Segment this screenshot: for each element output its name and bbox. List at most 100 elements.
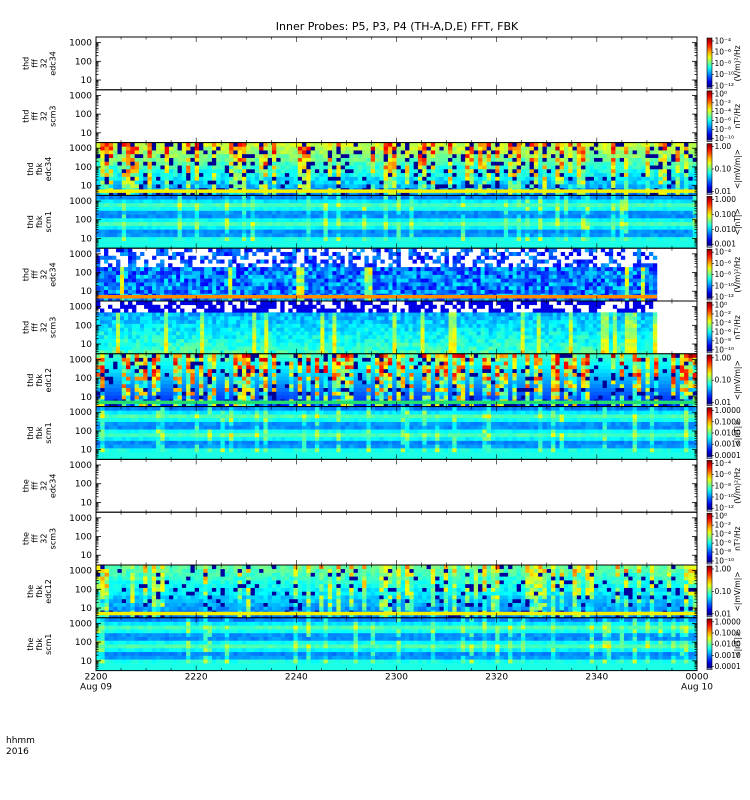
y-tick-label: 1000	[69, 514, 92, 524]
colorbar-tick-label: 10⁻¹²	[715, 81, 735, 90]
time-axis-label-year: 2016	[6, 747, 29, 757]
panel-label: the	[26, 585, 35, 598]
panel-label: the	[22, 532, 31, 545]
colorbar	[706, 90, 713, 142]
colorbar-tick-label: 1.00	[715, 565, 732, 574]
panel-label: 32	[40, 322, 49, 332]
time-tick-label: 2300	[385, 673, 408, 683]
panel-label: 32	[40, 481, 49, 491]
panel-label: 32	[40, 534, 49, 544]
colorbar	[706, 301, 713, 354]
colorbar-unit-label: (V/m)²/Hz	[733, 468, 742, 504]
colorbar	[706, 407, 713, 459]
colorbar-tick-label: 10⁻¹⁰	[715, 557, 735, 566]
y-tick-label: 10	[81, 498, 93, 508]
y-tick-label: 100	[75, 427, 92, 437]
colorbar-tick-label: 10⁻⁸	[715, 481, 732, 490]
colorbar-unit-label: <|mV/m|>	[733, 149, 742, 189]
colorbar-unit-label: nT²/Hz	[733, 526, 742, 551]
y-tick-label: 1000	[69, 144, 92, 154]
y-tick-label: 10	[81, 446, 93, 456]
colorbar-tick-label: 10⁻⁴	[715, 318, 732, 327]
y-tick-label: 100	[75, 57, 92, 67]
panel-label: edc12	[44, 368, 53, 393]
y-tick-label: 1000	[69, 461, 92, 471]
panel-label: thd	[26, 374, 35, 387]
colorbar-tick-label: 10⁻⁶	[715, 327, 732, 336]
colorbar-tick-label: 10⁻⁸	[715, 336, 732, 345]
colorbar-tick-label: 0.0010	[715, 440, 741, 449]
panel-frame	[95, 458, 698, 513]
y-tick-label: 100	[75, 480, 92, 490]
colorbar	[706, 565, 713, 618]
colorbar	[706, 354, 713, 406]
time-tick-label: 2320	[485, 673, 508, 683]
y-tick-label: 1000	[69, 303, 92, 313]
panel-the-fbk-scm1: 1000 100 10 the fbk scm1 1.0000 0.1000 0.0100 0.0…	[26, 617, 742, 672]
colorbar-tick-label: 10⁰	[715, 89, 728, 98]
y-tick-label: 100	[75, 163, 92, 173]
colorbar-tick-label: 1.0000	[715, 617, 741, 626]
panel-label: edc34	[49, 51, 58, 76]
panel-label: fff	[31, 270, 40, 279]
colorbar	[706, 37, 713, 90]
panel-label: thd	[22, 321, 31, 334]
colorbar-tick-label: 1.000	[715, 195, 737, 204]
panel-label: fff	[31, 59, 40, 68]
panel-thd-fff-32-edc34: 1000 100 10 thd fff 32 edc34 10⁻⁴ 10⁻⁶ 10⁻⁸ 10⁻¹⁰ 1…	[22, 36, 742, 90]
y-tick-label: 100	[75, 638, 92, 648]
y-tick-label: 10	[81, 551, 93, 561]
colorbar-unit-label: <|nT|>	[733, 420, 742, 447]
colorbar-tick-label: 10⁻¹²	[715, 293, 735, 302]
time-tick-label: 2200	[85, 673, 108, 683]
colorbar-tick-label: 10⁻⁸	[715, 270, 732, 279]
colorbar-tick-label: 10⁻⁴	[715, 37, 732, 46]
panel-label: thd	[22, 268, 31, 281]
y-tick-label: 1000	[69, 408, 92, 418]
y-tick-label: 1000	[69, 619, 92, 629]
y-tick-label: 100	[75, 533, 92, 543]
panel-label: thd	[22, 57, 31, 70]
panel-the-fff-32-edc34: 1000 100 10 the fff 32 edc34 10⁻⁴ 10⁻⁶ 10⁻⁸ 10⁻¹⁰ 1…	[22, 458, 742, 513]
colorbar-tick-label: 10⁻⁶	[715, 470, 732, 479]
colorbar-tick-label: 10⁻⁸	[715, 548, 732, 557]
panel-label: fbk	[35, 638, 44, 651]
y-tick-label: 10	[81, 657, 93, 667]
colorbar-tick-label: 10⁻⁶	[715, 48, 732, 57]
panel-thd-fbk-edc12: 1000 100 10 thd fbk edc12 1.00 0.10 0.01<|mV/m|>	[26, 353, 742, 407]
colorbar-unit-label: <|mV/m|>	[733, 360, 742, 400]
colorbar-tick-label: 1.00	[715, 142, 732, 151]
panel-the-fbk-edc12: 1000 100 10 the fbk edc12 1.00 0.10 0.01<|mV/m|>	[26, 564, 742, 619]
panel-thd-fbk-scm1-b: 1000 100 10 thd fbk scm1 1.0000 0.1000 0.0100 0.0…	[26, 406, 742, 460]
colorbar-unit-label: nT²/Hz	[733, 104, 742, 129]
y-tick-label: 10	[81, 76, 93, 86]
colorbar	[706, 618, 713, 670]
y-tick-label: 100	[75, 585, 92, 595]
colorbar-tick-label: 1.00	[715, 353, 732, 362]
colorbar-tick-label: 0.1000	[715, 629, 741, 638]
colorbar-tick-label: 10⁻⁴	[715, 530, 732, 539]
panel-label: thd	[26, 426, 35, 439]
colorbar-tick-label: 0.100	[715, 210, 737, 219]
colorbar-tick-label: 0.001	[715, 240, 737, 249]
time-tick-label: 2340	[585, 673, 608, 683]
y-tick-label: 100	[75, 216, 92, 226]
y-tick-label: 100	[75, 374, 92, 384]
time-tick-label: 2220	[185, 673, 208, 683]
colorbar-tick-label: 10⁻¹⁰	[715, 70, 735, 79]
colorbar-tick-label: 10⁻⁴	[715, 248, 732, 257]
y-tick-label: 10	[81, 393, 93, 403]
colorbar	[706, 196, 713, 248]
y-tick-label: 10	[81, 129, 93, 139]
panel-thd-fbk-scm1: 1000 100 10 thd fbk scm1 1.000 0.100 0.010 0.001 <…	[26, 194, 742, 249]
colorbar-tick-label: 10⁻⁶	[715, 259, 732, 268]
colorbar-tick-label: 10⁻⁴	[715, 107, 732, 116]
colorbar	[706, 460, 713, 512]
colorbar-unit-label: <|nT|>	[733, 208, 742, 235]
colorbar-tick-label: 0.0010	[715, 651, 741, 660]
panel-label: scm1	[44, 633, 53, 654]
colorbar-tick-label: 0.010	[715, 225, 737, 234]
colorbar-tick-label: 10⁻¹⁰	[715, 345, 735, 354]
colorbar-tick-label: 0.0001	[715, 662, 741, 671]
time-tick-label: 0000	[686, 673, 709, 683]
